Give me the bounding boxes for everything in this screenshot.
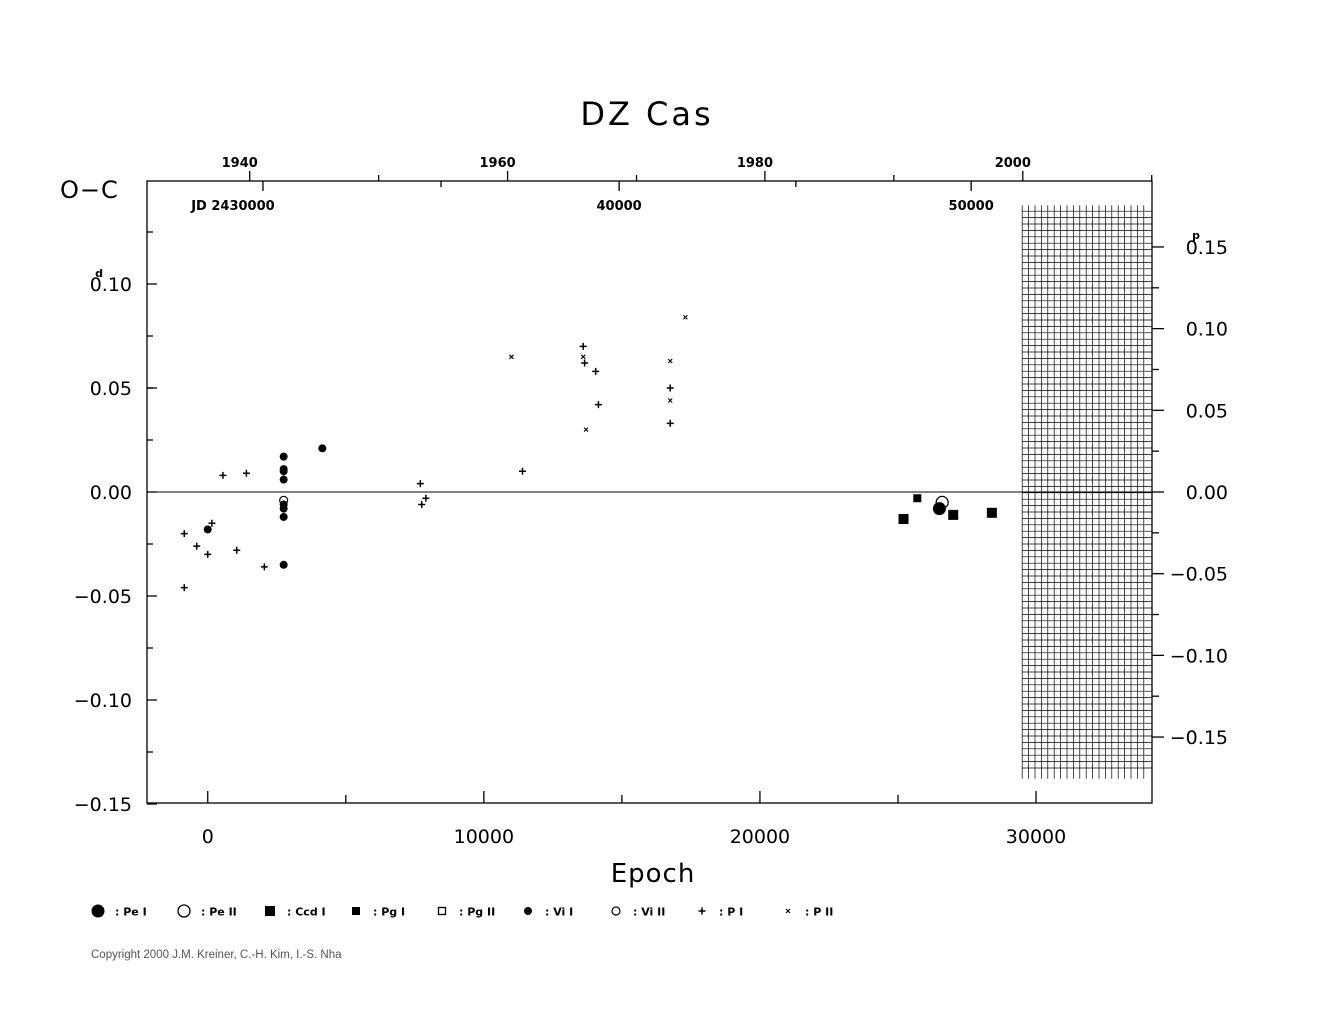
legend-label: : Ccd I: [287, 906, 326, 919]
legend-marker: [352, 907, 360, 915]
legend-marker: [177, 904, 191, 918]
y-tick-label-left: −0.05: [74, 586, 132, 608]
y-tick-label-right: 0.15: [1186, 237, 1228, 259]
data-point: [932, 502, 946, 516]
data-point: [233, 546, 241, 554]
legend-marker: [265, 906, 275, 916]
data-point: [260, 563, 268, 571]
data-point: [581, 359, 589, 367]
data-point: [242, 469, 250, 477]
data-point: [579, 342, 587, 350]
legend-label: : Pe I: [115, 906, 147, 919]
chart-title: DZ Cas: [580, 95, 713, 133]
data-point: [208, 519, 216, 527]
data-point: [509, 354, 514, 360]
y-tick-label-left: 0.05: [90, 378, 132, 400]
jd-tick-label: 40000: [597, 199, 642, 214]
y-tick-label-right: −0.05: [1170, 564, 1228, 586]
data-point: [913, 494, 922, 503]
x-tick-label: 0: [202, 826, 214, 848]
y-unit-right: p: [1192, 229, 1200, 242]
y-axis-label: O−C: [60, 176, 119, 204]
y-tick-label-left: 0.10: [90, 274, 132, 296]
x-tick-label: 30000: [1006, 826, 1066, 848]
data-point: [683, 314, 688, 320]
y-tick-label-left: −0.15: [74, 794, 132, 816]
legend-label: : P II: [805, 906, 833, 919]
legend-marker: [524, 907, 532, 915]
year-tick-label: 1960: [479, 156, 515, 171]
x-axis-label: Epoch: [611, 859, 696, 889]
y-tick-label-right: 0.00: [1186, 482, 1228, 504]
legend-label: : Pe II: [201, 906, 237, 919]
x-tick-label: 20000: [730, 826, 790, 848]
year-tick-label: 2000: [995, 156, 1031, 171]
legend-label: : Pg II: [459, 906, 495, 919]
legend-marker: [785, 908, 791, 914]
data-point: [667, 358, 673, 364]
x-tick-label: 10000: [454, 826, 514, 848]
legend-marker: [611, 906, 621, 916]
y-tick-label-right: 0.10: [1186, 319, 1228, 341]
data-point: [180, 530, 188, 538]
data-point: [667, 398, 673, 403]
data-point: [180, 584, 188, 592]
data-point: [416, 480, 424, 488]
copyright-text: Copyright 2000 J.M. Kreiner, C.-H. Kim, …: [91, 949, 342, 961]
data-point: [279, 512, 288, 521]
legend-label: : P I: [719, 906, 743, 919]
y-tick-label-right: −0.15: [1170, 727, 1228, 749]
data-point: [948, 509, 959, 520]
y-tick-label-left: 0.00: [90, 482, 132, 504]
data-point: [279, 504, 288, 513]
data-point: [204, 550, 212, 558]
jd-tick-label: 50000: [949, 199, 994, 214]
jd-tick-label: JD 2430000: [190, 199, 274, 214]
data-point: [418, 500, 426, 508]
data-point: [898, 514, 909, 525]
data-point: [279, 452, 288, 461]
y-unit-left: d: [95, 267, 103, 280]
data-point: [279, 495, 289, 505]
data-point: [193, 542, 201, 550]
data-point: [219, 471, 227, 479]
data-point: [318, 444, 327, 453]
legend-label: : Vi II: [633, 906, 665, 919]
data-point: [203, 525, 212, 534]
legend-marker: [91, 904, 105, 918]
data-point: [518, 467, 526, 475]
data-point: [986, 507, 997, 518]
legend-label: : Vi I: [545, 906, 573, 919]
data-point: [583, 427, 589, 432]
data-point: [279, 467, 288, 476]
legend-label: : Pg I: [373, 906, 405, 919]
data-point: [580, 354, 586, 360]
data-point: [422, 494, 430, 502]
data-point: [279, 475, 288, 484]
data-point: [666, 384, 674, 392]
legend-marker: [437, 906, 447, 916]
data-point: [594, 401, 602, 409]
y-tick-label-right: 0.05: [1186, 400, 1228, 422]
data-point: [666, 419, 674, 427]
year-tick-label: 1940: [222, 156, 258, 171]
legend-marker: [698, 907, 706, 915]
data-point: [592, 367, 600, 375]
data-point: [279, 560, 288, 569]
year-tick-label: 1980: [737, 156, 773, 171]
y-tick-label-right: −0.10: [1170, 645, 1228, 667]
y-tick-label-left: −0.10: [74, 690, 132, 712]
data-point: [935, 495, 949, 510]
